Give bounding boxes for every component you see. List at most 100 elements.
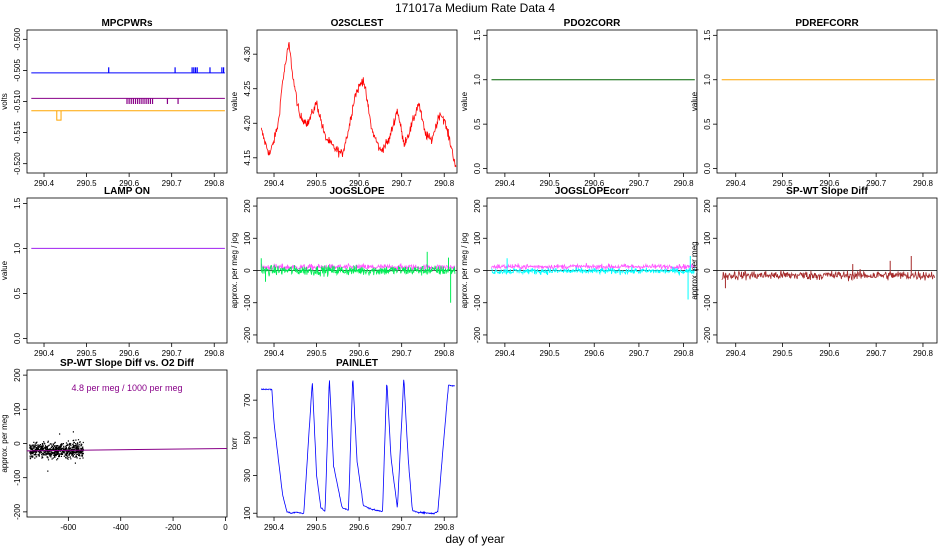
x-tick-label: 290.7: [162, 349, 183, 358]
y-tick-label: -100: [243, 294, 252, 311]
y-tick-label: 200: [473, 199, 482, 213]
y-axis-label: approx. per meg / jog: [230, 233, 239, 309]
x-tick-label: 290.7: [392, 179, 413, 188]
x-tick-label: 290.4: [495, 179, 516, 188]
x-tick-label: 290.4: [264, 523, 285, 532]
y-tick-label: 100: [13, 402, 22, 416]
figure-title: 171017a Medium Rate Data 4: [395, 1, 555, 15]
x-tick-label: 290.8: [434, 179, 455, 188]
y-tick-label: 0.5: [703, 118, 712, 130]
panel-title: JOGSLOPEcorr: [555, 186, 630, 197]
plot-area: [31, 67, 225, 121]
panel-pdrefcorr: PDREFCORR value 290.4 290.5 290.6 290.7 290.8 0…: [690, 18, 938, 188]
plot-frame: [716, 29, 938, 174]
y-axis-label: approx. per meg: [690, 241, 699, 299]
y-axis-label: value: [690, 91, 699, 111]
y-tick-label: -0.500: [13, 27, 22, 50]
y-tick-label: 1.5: [703, 29, 712, 41]
panel-title: MPCPWRs: [101, 18, 153, 29]
y-tick-label: 300: [243, 468, 252, 482]
y-tick-label: 1.0: [703, 74, 712, 86]
y-tick-label: 0: [13, 441, 22, 446]
x-tick-label: 290.4: [34, 349, 55, 358]
panel-title: JOGSLOPE: [329, 186, 384, 197]
series-line-pink: [260, 262, 456, 272]
x-tick-label: 290.7: [162, 179, 183, 188]
y-tick-label: -200: [243, 326, 252, 343]
plot-frame: [256, 369, 458, 518]
panel-mpcpwrs: MPCPWRs volts 290.4 290.5 290.6 290.7 290.8 -0.…: [0, 18, 228, 188]
y-tick-label: 200: [13, 368, 22, 382]
x-tick-label: 290.6: [584, 349, 605, 358]
x-tick-label: 290.8: [434, 523, 455, 532]
x-tick-label: 0: [223, 523, 228, 532]
panel-lamp-on: LAMP ON value 290.4 290.5 290.6 290.7 290.8 0.0…: [0, 186, 228, 358]
x-tick-label: 290.5: [773, 349, 794, 358]
x-tick-label: 290.6: [349, 523, 370, 532]
y-axis-label: torr: [230, 437, 239, 449]
series-line-green: [260, 264, 456, 277]
x-tick-label: 290.5: [773, 179, 794, 188]
panel-painlet: PAINLET torr 290.4 290.5 290.6 290.7 290.8 100 3…: [230, 358, 458, 532]
y-tick-label: 100: [243, 506, 252, 520]
y-tick-label: -200: [13, 503, 22, 520]
x-tick-label: 290.7: [629, 179, 650, 188]
y-tick-label: 0.0: [13, 332, 22, 344]
x-tick-label: 290.6: [119, 349, 140, 358]
plot-area: [27, 431, 227, 472]
y-tick-label: -0.520: [13, 152, 22, 175]
series-line-blue: [260, 379, 455, 515]
panel-title: SP-WT Slope Diff vs. O2 Diff: [60, 358, 195, 369]
y-tick-label: -0.510: [13, 90, 22, 113]
panels-group: MPCPWRs volts 290.4 290.5 290.6 290.7 290.8 -0.…: [0, 18, 938, 532]
plot-frame: [256, 29, 458, 174]
fit-line: [27, 447, 227, 452]
x-tick-label: 290.5: [77, 349, 98, 358]
y-tick-label: 0: [243, 268, 252, 273]
x-tick-label: -200: [165, 523, 182, 532]
y-tick-label: 1.5: [473, 29, 482, 41]
y-axis-label: approx. per meg: [0, 414, 9, 472]
y-tick-label: 0.5: [473, 118, 482, 130]
x-tick-label: 290.7: [629, 349, 650, 358]
x-tick-label: 290.7: [392, 349, 413, 358]
y-tick-label: -0.505: [13, 59, 22, 82]
y-tick-label: 500: [243, 431, 252, 445]
x-tick-label: 290.8: [434, 349, 455, 358]
y-tick-label: 0.0: [703, 162, 712, 174]
x-tick-label: 290.7: [866, 349, 887, 358]
x-tick-label: 290.6: [119, 179, 140, 188]
x-tick-label: 290.7: [866, 179, 887, 188]
panel-title: SP-WT Slope Diff: [786, 186, 868, 197]
y-axis-label: volts: [0, 93, 9, 109]
figure-x-axis-label: day of year: [445, 532, 504, 546]
plot-area: [487, 256, 697, 300]
x-tick-label: -400: [113, 523, 130, 532]
x-tick-label: 290.8: [674, 179, 695, 188]
x-tick-label: 290.5: [77, 179, 98, 188]
y-axis-label: value: [230, 91, 239, 111]
panel-pdo2corr: PDO2CORR value 290.4 290.5 290.6 290.7 290.8 0.…: [460, 18, 698, 188]
y-tick-label: 4.25: [243, 80, 252, 96]
y-tick-label: 700: [243, 393, 252, 407]
fit-annotation: 4.8 per meg / 1000 per meg: [71, 383, 182, 393]
panel-o2sclest: O2SCLEST value 290.4 290.5 290.6 290.7 290.8 4.…: [230, 18, 458, 188]
panel-jogslope: JOGSLOPE approx. per meg / jog 290.4 290.5 2…: [230, 186, 458, 358]
y-tick-label: 200: [703, 199, 712, 213]
plot-frame: [486, 29, 698, 174]
x-tick-label: 290.4: [726, 179, 747, 188]
y-tick-label: 0: [703, 268, 712, 273]
panel-title: O2SCLEST: [331, 18, 384, 29]
plot-area: [260, 42, 457, 168]
y-axis-label: value: [0, 260, 9, 280]
x-tick-label: 290.7: [392, 523, 413, 532]
y-tick-label: 4.15: [243, 149, 252, 165]
x-tick-label: 290.6: [819, 179, 840, 188]
y-tick-label: -100: [473, 294, 482, 311]
x-tick-label: 290.4: [34, 179, 55, 188]
y-tick-label: 200: [243, 199, 252, 213]
x-tick-label: 290.6: [584, 179, 605, 188]
y-tick-label: -0.515: [13, 121, 22, 144]
panel-title: PDREFCORR: [795, 18, 859, 29]
panel-title: LAMP ON: [104, 186, 150, 197]
